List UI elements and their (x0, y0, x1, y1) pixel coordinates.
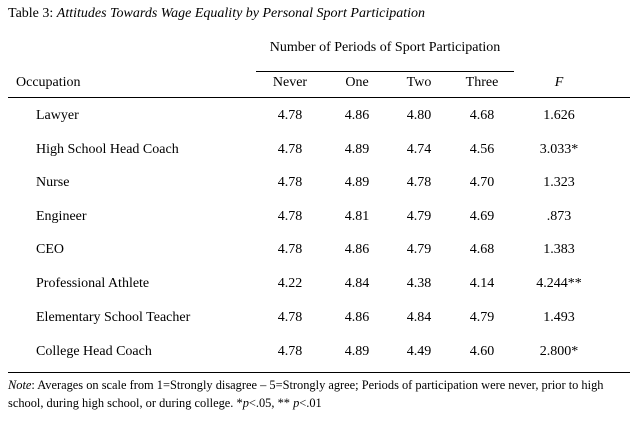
f-cell: 1.323 (543, 175, 575, 190)
two-header: Two (406, 75, 432, 90)
table-caption: Table 3: Attitudes Towards Wage Equality… (8, 6, 425, 22)
one-cell: 4.86 (344, 108, 370, 123)
f-statistic-header: F (554, 75, 564, 90)
note-p-symbol-2: p (293, 396, 300, 410)
one-cell: 4.86 (344, 310, 370, 325)
one-cell: 4.86 (344, 242, 370, 257)
two-cell: 4.80 (406, 108, 432, 123)
row-label: College Head Coach (36, 344, 152, 359)
three-cell: 4.79 (469, 310, 495, 325)
note-text-2: <.05, ** (248, 396, 294, 410)
three-cell: 4.69 (469, 209, 495, 224)
row-label: Engineer (36, 209, 87, 224)
two-cell: 4.78 (406, 175, 432, 190)
three-cell: 4.70 (469, 175, 495, 190)
one-cell: 4.81 (344, 209, 370, 224)
one-cell: 4.89 (344, 344, 370, 359)
row-label: Nurse (36, 175, 70, 190)
two-cell: 4.79 (406, 209, 432, 224)
row-label: Elementary School Teacher (36, 310, 191, 325)
f-cell: 1.383 (543, 242, 575, 257)
three-cell: 4.56 (469, 142, 495, 157)
two-cell: 4.84 (406, 310, 432, 325)
never-cell: 4.78 (277, 142, 303, 157)
row-label: Lawyer (36, 108, 79, 123)
note-text-1: : Averages on scale from 1=Strongly disa… (8, 378, 604, 410)
three-cell: 4.68 (469, 242, 495, 257)
three-cell: 4.60 (469, 344, 495, 359)
caption-prefix: Table 3: (8, 6, 57, 21)
column-spanner-heading: Number of Periods of Sport Participation (269, 40, 501, 55)
two-cell: 4.49 (406, 344, 432, 359)
caption-title: Attitudes Towards Wage Equality by Perso… (56, 6, 426, 21)
occupation-header: Occupation (16, 75, 81, 90)
two-cell: 4.79 (406, 242, 432, 257)
never-cell: 4.78 (277, 310, 303, 325)
f-cell: 1.493 (543, 310, 575, 325)
two-cell: 4.38 (406, 276, 432, 291)
one-header: One (345, 75, 369, 90)
three-header: Three (465, 75, 499, 90)
never-cell: 4.78 (277, 209, 303, 224)
f-cell: .873 (546, 209, 572, 224)
row-label: CEO (36, 242, 64, 257)
three-cell: 4.68 (469, 108, 495, 123)
never-cell: 4.22 (277, 276, 303, 291)
never-cell: 4.78 (277, 242, 303, 257)
f-cell: 1.626 (543, 108, 575, 123)
spanner-rule (256, 71, 514, 72)
never-cell: 4.78 (277, 108, 303, 123)
two-cell: 4.74 (406, 142, 432, 157)
never-cell: 4.78 (277, 344, 303, 359)
one-cell: 4.84 (344, 276, 370, 291)
f-cell: 3.033* (539, 142, 579, 157)
three-cell: 4.14 (469, 276, 495, 291)
table-note: Note: Averages on scale from 1=Strongly … (8, 376, 630, 412)
bottom-rule (8, 372, 630, 373)
note-label: Note (8, 378, 32, 392)
f-cell: 2.800* (539, 344, 579, 359)
header-rule (8, 97, 630, 98)
never-header: Never (272, 75, 308, 90)
note-p-symbol-1: p (242, 396, 249, 410)
f-cell: 4.244** (536, 276, 582, 291)
one-cell: 4.89 (344, 175, 370, 190)
row-label: Professional Athlete (36, 276, 150, 291)
row-label: High School Head Coach (36, 142, 179, 157)
note-text-3: <.01 (299, 396, 322, 410)
one-cell: 4.89 (344, 142, 370, 157)
never-cell: 4.78 (277, 175, 303, 190)
